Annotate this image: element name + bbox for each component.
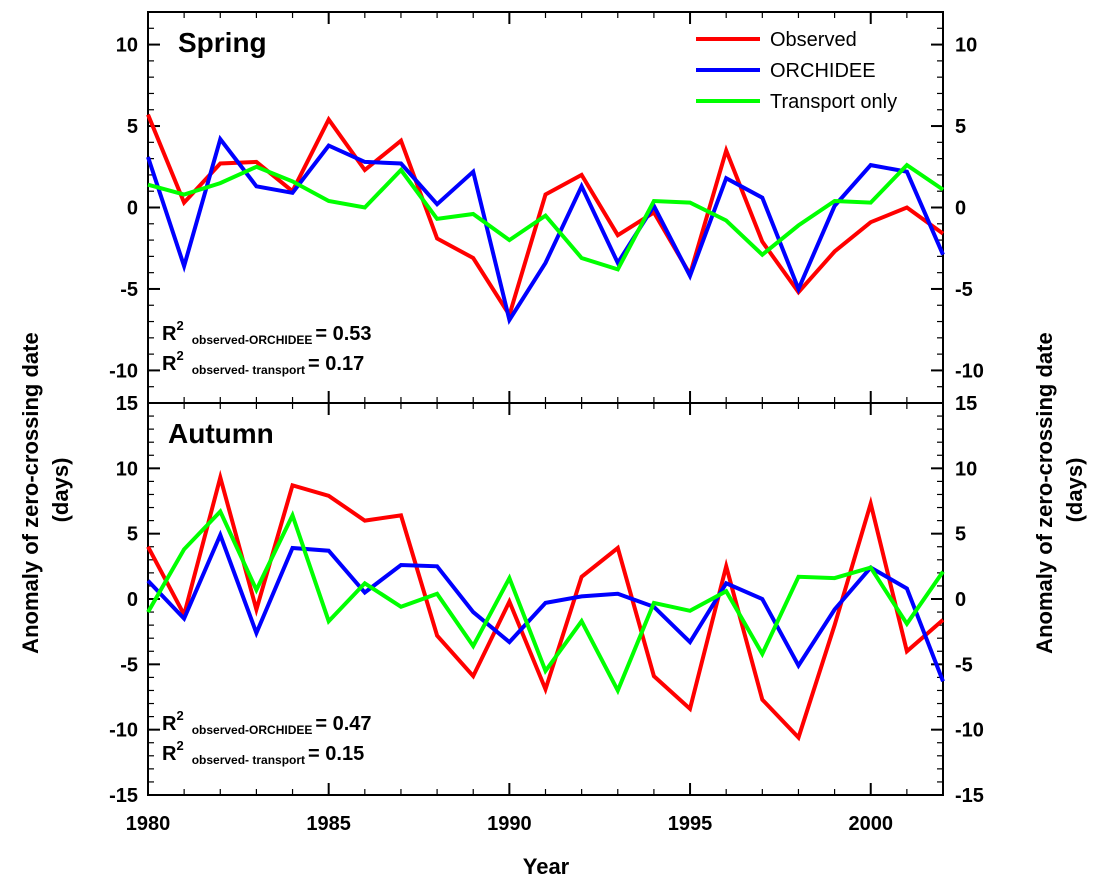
x-tick-label: 1995 <box>668 813 713 835</box>
panel-1-title: Spring <box>178 27 267 58</box>
panel-2-y-tick-label-left: 5 <box>127 524 138 546</box>
panel-1-y-tick-label-right: 0 <box>955 198 966 220</box>
panel-2-y-tick-label-right: -10 <box>955 720 984 742</box>
panel-2-y-tick-label-left: 0 <box>127 589 138 611</box>
panel-1-series-transport-only <box>147 162 945 272</box>
panel-2-title: Autumn <box>168 418 274 449</box>
panel-2-y-tick-label-right: -15 <box>955 785 984 807</box>
panel-1-y-tick-label-right: -10 <box>955 360 984 382</box>
series-lines <box>146 113 945 742</box>
panel-2-y-tick-label-right: 15 <box>955 393 977 415</box>
y-axis-title-right: Anomaly of zero-crossing date (days) <box>1032 326 1087 654</box>
legend: Observed ORCHIDEE Transport only <box>696 29 897 113</box>
y-axis-title-left: Anomaly of zero-crossing date (days) <box>18 326 73 654</box>
legend-label: Observed <box>770 29 857 51</box>
panel-2-series-orchidee <box>146 529 945 683</box>
panel-1-y-tick-label-left: 5 <box>127 116 138 138</box>
x-tick-label: 2000 <box>848 813 893 835</box>
panel-1-y-tick-label-left: -5 <box>120 279 138 301</box>
x-tick-label: 1980 <box>126 813 171 835</box>
panel-2-y-tick-label-left: -15 <box>109 785 138 807</box>
y-axis-title-left-line1: Anomaly of zero-crossing date <box>18 332 43 654</box>
legend-label: Transport only <box>770 91 897 113</box>
panel-2-r2-annotation: R2observed-ORCHIDEE = 0.47 <box>162 708 372 737</box>
panel-1-y-tick-label-left: -10 <box>109 360 138 382</box>
axis-labels: -10 -10 -5 -5 0 0 5 5 10 10 Spring -15 -15 -10 -10 -5 -5… <box>109 27 984 835</box>
panel-1-series-observed <box>146 113 945 320</box>
panel-2-y-tick-label-right: -5 <box>955 654 973 676</box>
panel-1-y-tick-label-left: 0 <box>127 198 138 220</box>
panel-2-y-tick-label-right: 5 <box>955 524 966 546</box>
panel-2-r2-annotation: R2observed- transport = 0.15 <box>162 738 364 767</box>
y-axis-title-right-line2: (days) <box>1062 458 1087 523</box>
panel-1-y-tick-label-left: 10 <box>116 35 138 57</box>
panel-1-series-orchidee <box>146 134 945 325</box>
panel-2-y-tick-label-right: 0 <box>955 589 966 611</box>
panel-1-y-tick-label-right: 10 <box>955 35 977 57</box>
panel-2-y-tick-label-left: 15 <box>116 393 138 415</box>
axis-ticks <box>147 11 944 796</box>
panel-1-y-tick-label-right: 5 <box>955 116 966 138</box>
y-axis-title-right-line1: Anomaly of zero-crossing date <box>1032 332 1057 654</box>
x-axis-title: Year <box>523 854 570 879</box>
panel-2-series-observed <box>146 469 945 742</box>
panel-2-y-tick-label-left: -10 <box>109 720 138 742</box>
panel-2-series-transport-only <box>146 507 945 696</box>
panel-2-y-tick-label-left: -5 <box>120 654 138 676</box>
y-axis-title-left-line2: (days) <box>48 458 73 523</box>
panel-2-y-tick-label-left: 10 <box>116 458 138 480</box>
x-tick-label: 1990 <box>487 813 532 835</box>
panel-1-y-tick-label-right: -5 <box>955 279 973 301</box>
panel-1-r2-annotation: R2observed- transport = 0.17 <box>162 348 364 377</box>
legend-label: ORCHIDEE <box>770 60 876 82</box>
panel-2-y-tick-label-right: 10 <box>955 458 977 480</box>
x-tick-label: 1985 <box>306 813 351 835</box>
panel-1-r2-annotation: R2observed-ORCHIDEE = 0.53 <box>162 318 372 347</box>
